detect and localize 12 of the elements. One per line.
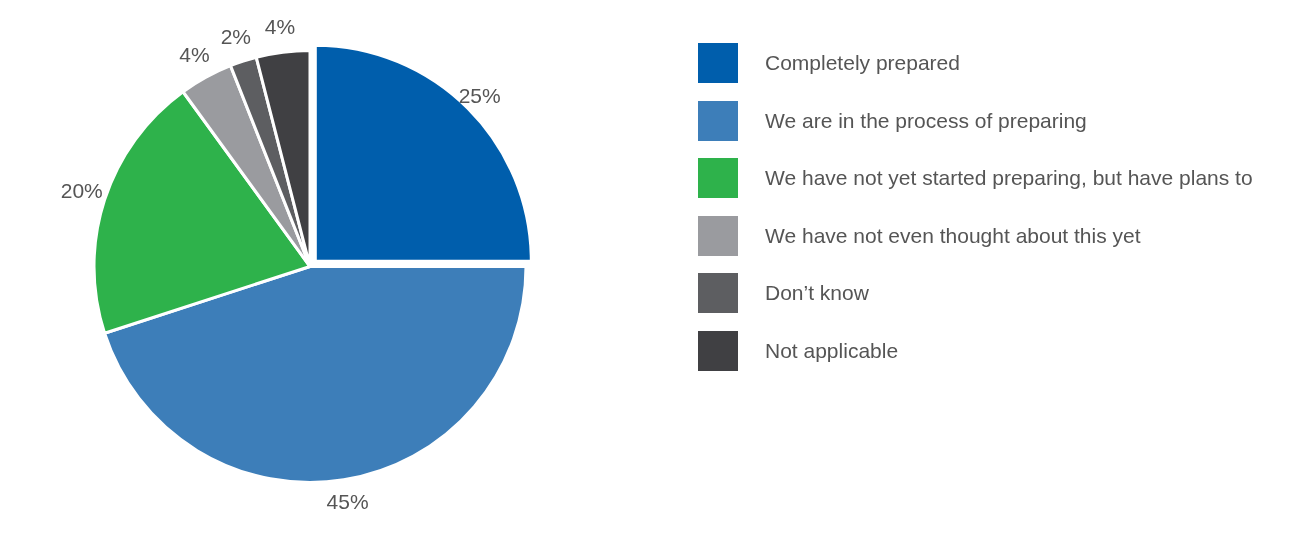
data-label: 2% bbox=[220, 25, 252, 49]
data-label: 25% bbox=[458, 83, 501, 107]
data-label: 20% bbox=[60, 179, 103, 203]
data-label: 45% bbox=[326, 490, 369, 514]
data-label: 4% bbox=[264, 15, 296, 39]
legend-label: We are in the process of preparing bbox=[765, 108, 1087, 133]
legend-label: Completely prepared bbox=[765, 51, 960, 75]
legend-label: Not applicable bbox=[765, 338, 899, 363]
data-label: 4% bbox=[179, 42, 210, 66]
legend-label: We have not yet started preparing, but have plans to bbox=[765, 166, 1253, 190]
legend-label: We have not even thought about this yet bbox=[765, 223, 1141, 248]
legend-label: Don’t know bbox=[765, 281, 869, 305]
